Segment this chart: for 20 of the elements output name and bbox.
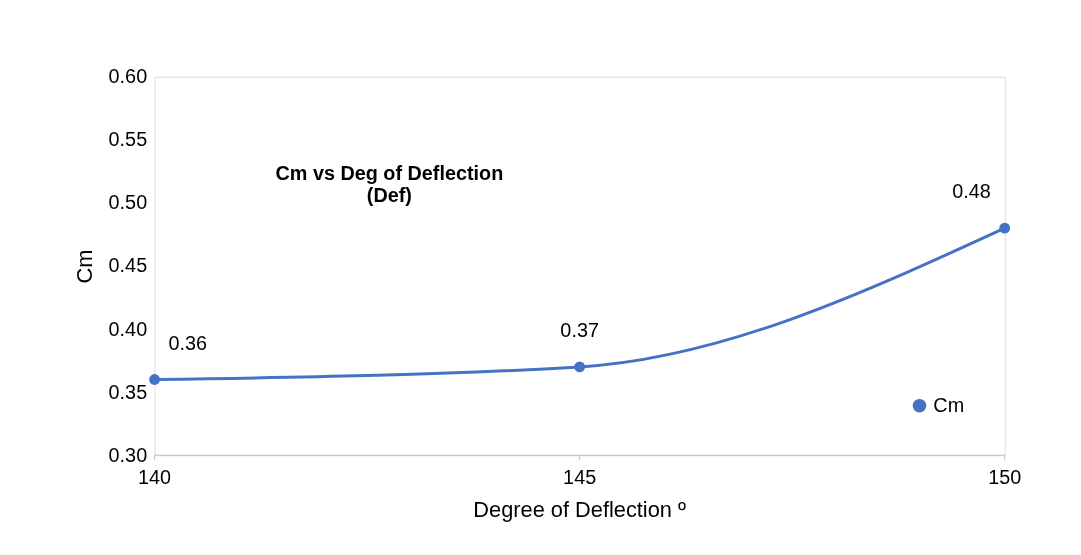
y-tick-label: 0.50 (108, 191, 148, 214)
y-tick-label: 0.45 (108, 254, 148, 277)
point (574, 361, 586, 373)
point (999, 222, 1011, 234)
x-axis-title: Degree of Deflection º (473, 496, 686, 522)
y-tick-label: 0.35 (108, 380, 148, 403)
point (149, 374, 160, 385)
y-tick-label: 0.40 (108, 317, 148, 340)
y-tick-label: 0.30 (108, 443, 148, 466)
y-axis-title: Cm (71, 249, 97, 284)
y-tick-label: 0.55 (108, 128, 148, 151)
x-tick-label: 150 (988, 465, 1022, 488)
x-tick-label: 145 (563, 465, 597, 488)
legend-label: Cm (933, 393, 965, 416)
data-label: 0.37 (560, 319, 599, 342)
x-tick-label: 140 (138, 465, 172, 488)
y-tick-label: 0.60 (108, 65, 148, 88)
data-label: 0.36 (168, 331, 207, 354)
data-label: 0.48 (952, 180, 991, 203)
text: Cm vs Deg of Deflection (Def) (275, 161, 504, 206)
